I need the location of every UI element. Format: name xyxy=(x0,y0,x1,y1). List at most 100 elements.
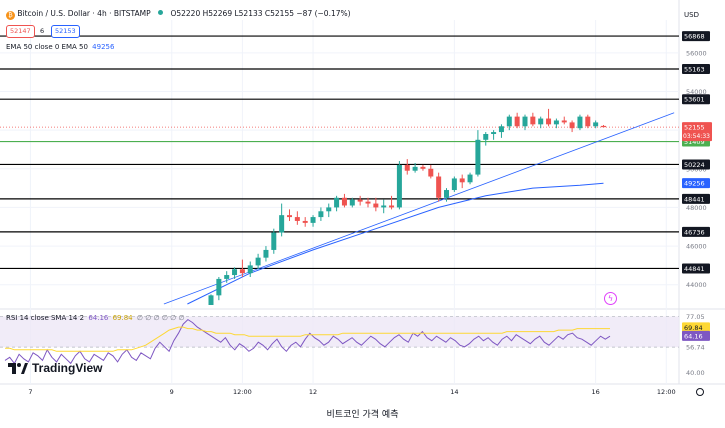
candle-body xyxy=(498,126,504,133)
candle-body xyxy=(601,125,606,128)
rsi-lower-label: 56.74 xyxy=(686,344,705,352)
level-label-bg-56868 xyxy=(682,31,710,42)
level-label-bg-46736 xyxy=(682,226,710,237)
level-label-bg-53601 xyxy=(682,94,710,105)
countdown-label: 03:54:33 xyxy=(683,133,710,140)
level-label-48441: 48441 xyxy=(684,195,705,203)
candle-body xyxy=(271,232,277,250)
buy-button[interactable]: 52153 xyxy=(51,25,80,38)
candle-body xyxy=(389,205,395,208)
bitcoin-icon: ₿ xyxy=(6,11,15,20)
symbol-title-row[interactable]: ₿ Bitcoin / U.S. Dollar · 4h · BITSTAMP … xyxy=(6,9,351,20)
candle-body xyxy=(349,199,355,206)
caption: 비트코인 가격 예측 xyxy=(326,410,399,420)
ema-price-label-bg xyxy=(682,178,710,189)
candle-body xyxy=(569,122,575,129)
candle-body xyxy=(247,265,253,274)
level-label-46736: 46736 xyxy=(684,228,705,236)
candle-body xyxy=(381,205,387,208)
time-tick-label: 7 xyxy=(28,388,32,396)
level-label-55163: 55163 xyxy=(684,66,705,74)
rsi-label: 64.16 xyxy=(684,332,703,340)
chart-frame: 4400046000480005000052000540005600056868… xyxy=(0,0,725,405)
symbol-title: Bitcoin / U.S. Dollar · 4h · BITSTAMP xyxy=(17,9,151,18)
candle-body xyxy=(294,217,300,221)
level-label-53601: 53601 xyxy=(684,96,705,104)
lightning-event-icon[interactable]: ϟ xyxy=(604,292,617,305)
ema50-line xyxy=(187,182,604,305)
candle-body xyxy=(326,207,332,212)
rsi-legend-extra: ∅ ∅ ∅ ∅ ∅ ∅ xyxy=(136,314,185,322)
rsi-sma-label-bg xyxy=(682,322,710,333)
ohlc-values: O52220 H52269 L52133 C52155 −87 (−0.17%) xyxy=(170,9,351,18)
level-label-44841: 44841 xyxy=(684,265,705,273)
candle-body xyxy=(538,118,544,125)
candle-body xyxy=(365,201,371,204)
sell-button[interactable]: 52147 xyxy=(6,25,35,38)
tradingview-logo-text: TradingView xyxy=(32,361,103,375)
time-tick-label: 14 xyxy=(450,388,458,396)
candle-body xyxy=(318,211,324,218)
currency-label[interactable]: USD xyxy=(684,11,699,19)
rsi-legend-value: 64.16 xyxy=(88,314,109,322)
chart-canvas[interactable]: 4400046000480005000052000540005600056868… xyxy=(0,0,725,405)
candle-body xyxy=(483,134,489,140)
level-label-bg-48441 xyxy=(682,193,710,204)
time-tick-label: 12:00 xyxy=(233,388,252,396)
rsi-legend[interactable]: RSI 14 close SMA 14 2 64.16 69.84 ∅ ∅ ∅ … xyxy=(6,314,185,322)
candle-body xyxy=(546,118,552,125)
candle-body xyxy=(506,116,512,127)
candle-body xyxy=(208,295,214,305)
ema-legend[interactable]: EMA 50 close 0 EMA 50 49256 xyxy=(6,43,114,51)
candle-body xyxy=(357,199,363,202)
price-tick-label: 46000 xyxy=(686,243,707,251)
market-open-dot xyxy=(158,10,164,15)
candle-body xyxy=(577,116,583,129)
rsi-upper-label: 77.05 xyxy=(686,313,705,321)
candle-body xyxy=(553,120,559,125)
time-tick-label: 12:00 xyxy=(657,388,676,396)
level-label-bg-50224 xyxy=(682,159,710,170)
price-tick-label: 44000 xyxy=(686,281,707,289)
candle-body xyxy=(224,275,230,279)
candle-body xyxy=(404,164,410,171)
rsi-sma-legend-value: 69.84 xyxy=(112,314,133,322)
rsi-tick-label: 40.00 xyxy=(686,369,705,377)
ema-legend-value: 49256 xyxy=(92,43,115,51)
price-tick-label: 48000 xyxy=(686,204,707,212)
current-price-label: 51409 xyxy=(684,138,705,146)
axis-settings-icon[interactable] xyxy=(696,388,704,396)
time-tick-label: 12 xyxy=(309,388,317,396)
rsi-band-fill xyxy=(0,316,679,348)
rsi-line xyxy=(4,318,611,365)
candle-body xyxy=(467,174,473,183)
time-tick-label: 9 xyxy=(170,388,174,396)
candle-body xyxy=(436,176,442,198)
candle-body xyxy=(239,269,245,274)
candle-body xyxy=(522,116,528,127)
candle-body xyxy=(373,203,379,208)
rsi-label-bg xyxy=(682,330,710,341)
price-tick-label: 54000 xyxy=(686,88,707,96)
candle-body xyxy=(216,278,222,296)
candle-body xyxy=(585,116,591,127)
spread-value: 6 xyxy=(40,27,45,35)
rsi-legend-label: RSI 14 close SMA 14 2 xyxy=(6,314,85,322)
candle-body xyxy=(491,132,497,134)
candle-body xyxy=(279,215,285,233)
candle-body xyxy=(302,220,308,223)
candle-body xyxy=(412,166,418,171)
last-price-label-bg xyxy=(682,122,712,142)
candle-body xyxy=(593,122,599,127)
rsi-sma-label: 69.84 xyxy=(684,324,703,332)
candle-body xyxy=(428,168,434,177)
candle-body xyxy=(514,116,520,127)
candle-body xyxy=(396,164,402,208)
tradingview-logo[interactable]: TradingView xyxy=(8,360,102,376)
ema-price-label: 49256 xyxy=(684,180,705,188)
level-label-bg-55163 xyxy=(682,64,710,75)
candle-body xyxy=(475,139,481,175)
candle-body xyxy=(420,166,426,169)
candle-body xyxy=(287,215,292,218)
candle-body xyxy=(561,120,567,123)
